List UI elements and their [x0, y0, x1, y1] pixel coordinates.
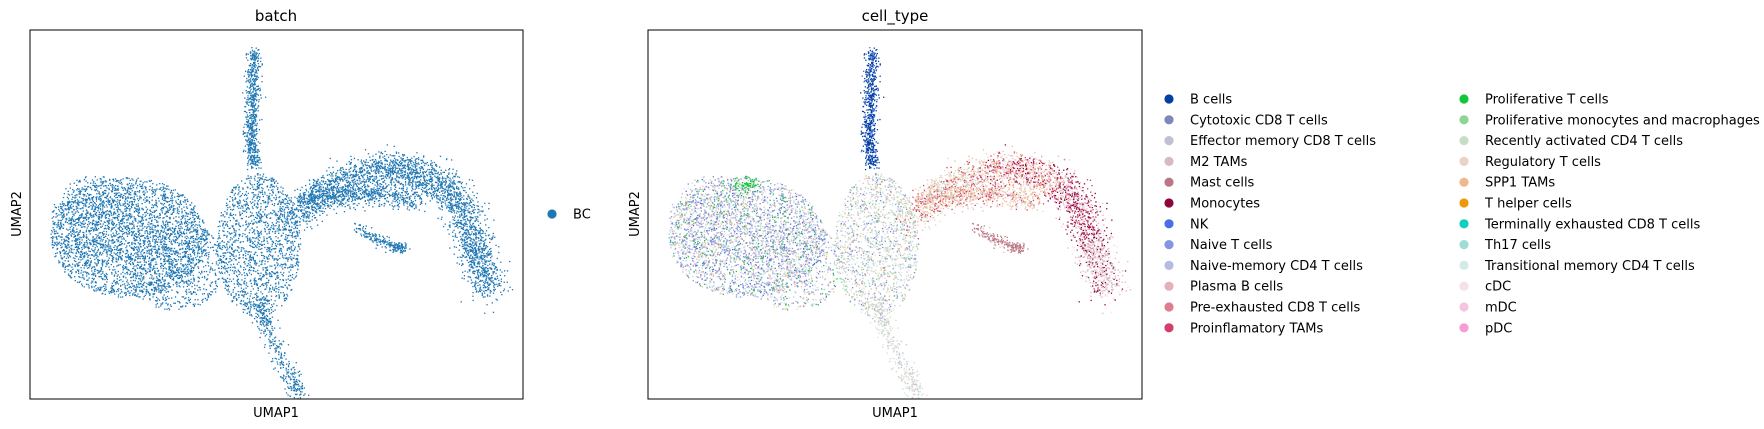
x-axis-label-cell-type: UMAP1	[872, 406, 918, 421]
legend-label: Th17 cells	[1484, 238, 1551, 253]
legend-batch: BC	[547, 208, 591, 223]
legend-label: Proinflamatory TAMs	[1190, 321, 1324, 336]
legend-marker	[1164, 94, 1174, 104]
legend-label: Monocytes	[1190, 197, 1260, 212]
legend-marker	[1164, 219, 1174, 229]
legend-marker	[1459, 136, 1469, 146]
legend-marker	[1164, 281, 1174, 291]
legend-label: M2 TAMs	[1190, 155, 1248, 170]
legend-label: B cells	[1190, 93, 1232, 108]
legend-cell-type: B cells Cytotoxic CD8 T cells Effector mem…	[1164, 93, 1760, 336]
legend-marker	[1459, 281, 1469, 291]
legend-marker	[1459, 260, 1469, 270]
axes-frame-cell-type	[647, 29, 1143, 400]
legend-label: Regulatory T cells	[1485, 155, 1601, 170]
legend-label: Terminally exhausted CD8 T cells	[1484, 217, 1700, 232]
y-axis-label-cell-type: UMAP2	[628, 191, 643, 237]
legend-label: Naive-memory CD4 T cells	[1190, 259, 1363, 274]
legend-marker	[1164, 260, 1174, 270]
legend-label: cDC	[1485, 280, 1511, 295]
legend-marker	[1164, 136, 1174, 146]
legend-label: Recently activated CD4 T cells	[1485, 134, 1683, 149]
legend-marker	[1164, 198, 1174, 208]
legend-marker	[1459, 240, 1469, 250]
legend-label: Transitional memory CD4 T cells	[1484, 259, 1695, 274]
legend-marker	[1459, 177, 1469, 187]
scatter-points-cell-type	[668, 47, 1132, 399]
panel-cell-type: cell_type UMAP1 UMAP2 B cells Cytotoxic C…	[628, 7, 1760, 421]
legend-marker	[1459, 219, 1469, 229]
legend-label: Proliferative T cells	[1485, 93, 1609, 108]
legend-label: Pre-exhausted CD8 T cells	[1190, 301, 1360, 316]
legend-marker	[1164, 156, 1174, 166]
legend-label: Mast cells	[1190, 176, 1255, 191]
legend-marker	[1164, 302, 1174, 312]
legend-label: Cytotoxic CD8 T cells	[1190, 113, 1328, 128]
legend-marker	[1164, 177, 1174, 187]
legend-label: BC	[573, 208, 591, 223]
legend-marker	[1459, 94, 1469, 104]
legend-marker	[1459, 198, 1469, 208]
legend-label: pDC	[1485, 321, 1512, 336]
legend-marker	[547, 209, 557, 219]
axes-frame-batch	[29, 29, 524, 400]
legend-marker	[1459, 323, 1469, 333]
legend-label: mDC	[1485, 301, 1517, 316]
legend-marker	[1459, 156, 1469, 166]
legend-label: T helper cells	[1484, 197, 1572, 212]
legend-marker	[1459, 115, 1469, 125]
legend-label: Proliferative monocytes and macrophages	[1485, 113, 1760, 128]
scatter-points-batch	[50, 47, 514, 399]
legend-label: NK	[1190, 217, 1209, 232]
panel-title-batch: batch	[255, 7, 297, 25]
legend-marker	[1164, 115, 1174, 125]
legend-label: SPP1 TAMs	[1485, 176, 1555, 191]
legend-marker	[1164, 240, 1174, 250]
x-axis-label-batch: UMAP1	[253, 406, 299, 421]
legend-label: Plasma B cells	[1190, 280, 1283, 295]
legend-label: Effector memory CD8 T cells	[1190, 134, 1376, 149]
legend-label: Naive T cells	[1190, 238, 1273, 253]
y-axis-label-batch: UMAP2	[10, 191, 25, 237]
panel-batch: batch UMAP1 UMAP2 BC	[10, 7, 591, 421]
legend-marker	[1164, 323, 1174, 333]
panel-title-cell-type: cell_type	[862, 7, 929, 26]
legend-marker	[1459, 302, 1469, 312]
